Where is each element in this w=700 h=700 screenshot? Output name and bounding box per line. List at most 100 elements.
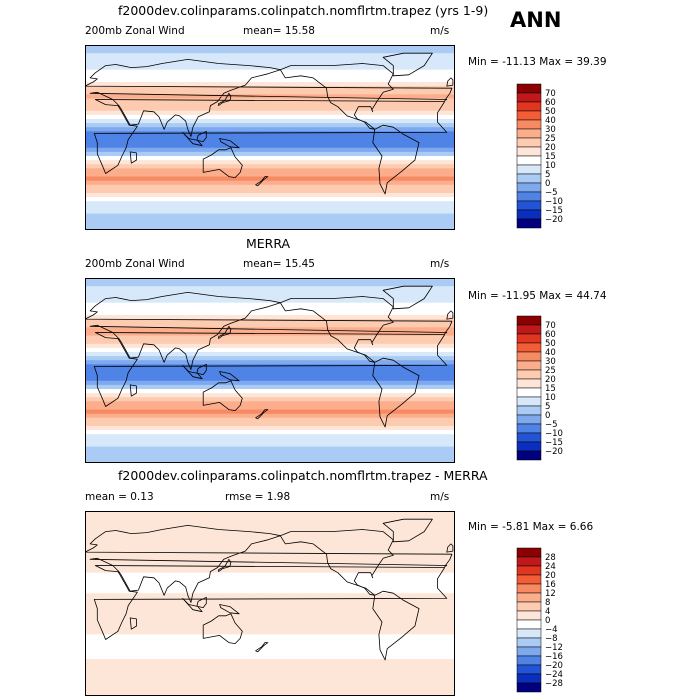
panel-2-zonal-band [85,282,455,287]
panel-2-zonal-band [85,430,455,435]
panel-2-coastline [218,325,232,339]
panel-2-zonal-band [85,323,455,328]
panel-1-zonal-band [85,45,455,50]
panel-1-colorbar-swatch [516,101,542,112]
panel-2-zonal-band [85,426,455,431]
panel-3-colorbar-label: 12 [545,589,556,599]
panel-1-coastline [382,52,433,77]
panel-3-colorbar-label: 16 [545,580,556,590]
panel-2-zonal-band [85,417,455,423]
panel-2-zonal-band [85,421,455,427]
panel-3-colorbar-label: 4 [545,607,550,617]
panel-1-coastline [279,63,394,130]
panel-1-colorbar-swatch [516,137,542,148]
panel-2-colorbar-label: 70 [545,321,556,331]
panel-1-zonal-band [85,139,455,145]
panel-1-zonal-band [85,188,455,194]
panel-1-zonal-band [85,213,455,219]
panel-1-colorbar-swatch [516,191,542,202]
panel-2-zonal-band [85,347,455,353]
panel-2-zonal-band [85,368,455,374]
panel-1-zonal-band [85,225,455,230]
panel-3-colorbar-swatch [516,682,542,693]
panel-1-coastline [218,92,232,106]
panel-2-colorbar-label: 40 [545,348,556,358]
panel-1-zonal-band [85,205,455,211]
panel-1-colorbar-label: −10 [545,197,563,207]
panel-1-zonal-band [85,160,455,165]
panel-3-zonal-band [85,523,455,529]
panel-1-colorbar-label: 10 [545,161,556,171]
panel-1-zonal-band [85,164,455,169]
panel-3-zonal-band [85,613,455,619]
panel-2-colorbar-swatch [516,423,542,434]
panel-3-zonal-band [85,605,455,611]
panel-2-colorbar-swatch [516,342,542,353]
panel-3-zonal-band [85,597,455,603]
panel-3-zonal-band [85,663,455,668]
panel-3-coastline [372,590,420,661]
panel-3-colorbar-label: −24 [545,670,563,680]
panel-1-zonal-band [85,110,455,116]
panel-1-zonal-band [85,217,455,223]
panel-3-colorbar-label: −12 [545,643,563,653]
panel-1-zonal-band [85,73,455,79]
panel-2-zonal-band [85,310,455,316]
panel-2-colorbar-swatch [516,432,542,443]
panel-1-zonal-band [85,77,455,83]
panel-1-zonal-band [85,201,455,206]
panel-2-minmax: Min = -11.95 Max = 44.74 [468,290,607,302]
panel-3-zonal-band [85,527,455,533]
panel-1-zonal-band [85,147,455,153]
panel-2-colorbar-label: 10 [545,393,556,403]
panel-3-colorbar-swatch [516,592,542,603]
panel-1-colorbar-label: −15 [545,206,563,216]
panel-3-colorbar-swatch [516,601,542,612]
panel-2-zonal-band [85,278,455,283]
panel-2-colorbar-label: −20 [545,447,563,457]
panel-2-coastline [279,296,394,363]
panel-3-colorbar-label: 24 [545,562,556,572]
panel-1-colorbar-label: 40 [545,116,556,126]
panel-3-zonal-band [85,609,455,615]
panel-3-colorbar-label: 28 [545,553,556,563]
panel-2-colorbar-label: −10 [545,429,563,439]
panel-3-zonal-band [85,580,455,586]
panel-2-colorbar-label: 50 [545,339,556,349]
panel-2-zonal-band [85,446,455,452]
panel-2-coastline [129,384,137,397]
panel-2-zonal-band [85,454,455,460]
panel-3-zonal-band [85,617,455,623]
panel-3-zonal-band [85,622,455,627]
panel-3-zonal-band [85,654,455,660]
panel-1-colorbar-swatch [516,155,542,166]
panel-1-units: m/s [430,25,450,37]
panel-1-zonal-band [85,184,455,190]
panel-3-colorbar-swatch [516,610,542,621]
panel-1-zonal-band [85,49,455,54]
panel-2-coastline [255,409,269,420]
panel-1-zonal-band [85,102,455,108]
panel-1-zonal-band [85,193,455,198]
panel-3-coastline [382,518,433,543]
panel-2-colorbar-swatch [516,396,542,407]
panel-1-zonal-band [85,180,455,186]
panel-2-map [85,278,455,463]
panel-3-colorbar-swatch [516,583,542,594]
panel-1-zonal-band [85,127,455,132]
panel-3-colorbar-swatch [516,664,542,675]
panel-3-colorbar-swatch [516,619,542,630]
panel-3-colorbar-swatch [516,556,542,567]
panel-1-colorbar-swatch [516,128,542,139]
panel-1-colorbar-swatch [516,218,542,229]
panel-1-colorbar-swatch [516,119,542,130]
panel-2-coastline [202,380,243,412]
panel-2-coastline [219,371,240,382]
panel-3-zonal-band [85,572,455,578]
panel-2-colorbar-swatch [516,324,542,335]
panel-1-colorbar-label: 25 [545,134,556,144]
panel-1-coastline [202,147,243,179]
panel-1-zonal-band [85,61,455,67]
